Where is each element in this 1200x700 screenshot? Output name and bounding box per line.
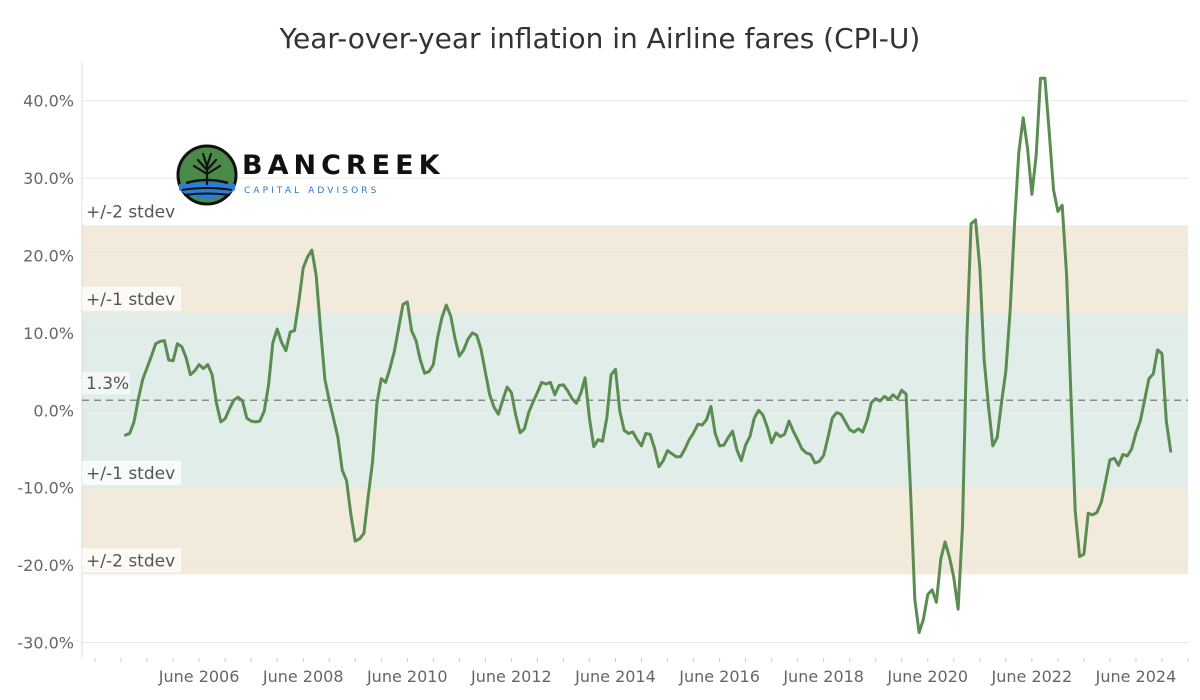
band-label-2-stdev-top: +/-2 stdev bbox=[86, 202, 175, 222]
band-label-1-stdev-top-bg bbox=[82, 286, 181, 311]
series-line bbox=[123, 76, 1173, 634]
band-label-1-stdev-bottom-bg bbox=[82, 460, 181, 485]
y-tick-label: -10.0% bbox=[17, 479, 74, 498]
tree-logo-icon bbox=[176, 144, 238, 206]
x-tick-label: June 2016 bbox=[678, 667, 760, 686]
y-tick-label: -30.0% bbox=[17, 634, 74, 653]
y-tick-label: 30.0% bbox=[23, 169, 74, 188]
x-tick-label: June 2020 bbox=[886, 667, 968, 686]
chart-title: Year-over-year inflation in Airline fare… bbox=[279, 22, 921, 55]
x-tick-label: June 2014 bbox=[574, 667, 656, 686]
x-tick-label: June 2012 bbox=[470, 667, 552, 686]
bancreek-logo: BANCREEK CAPITAL ADVISORS bbox=[176, 144, 440, 208]
logo-subtitle: CAPITAL ADVISORS bbox=[244, 186, 380, 196]
x-tick-label: June 2006 bbox=[158, 667, 240, 686]
y-tick-label: 40.0% bbox=[23, 92, 74, 111]
x-tick-label: June 2024 bbox=[1095, 667, 1177, 686]
band-label-2-stdev-bottom: +/-2 stdev bbox=[86, 551, 175, 571]
band-label-1-stdev-top: +/-1 stdev bbox=[86, 290, 175, 310]
y-tick-label: -20.0% bbox=[17, 556, 74, 575]
band-label-1-stdev-bottom: +/-1 stdev bbox=[86, 464, 175, 484]
x-tick-label: June 2022 bbox=[991, 667, 1073, 686]
y-tick-label: 0.0% bbox=[33, 401, 74, 420]
logo-name: BANCREEK bbox=[242, 150, 445, 181]
x-tick-label: June 2018 bbox=[782, 667, 864, 686]
y-tick-label: 10.0% bbox=[23, 324, 74, 343]
x-tick-label: June 2008 bbox=[262, 667, 344, 686]
x-tick-label: June 2010 bbox=[366, 667, 448, 686]
mean-label-bg bbox=[82, 372, 130, 395]
y-tick-label: 20.0% bbox=[23, 247, 74, 266]
band-label-2-stdev-top-bg bbox=[82, 199, 181, 224]
mean-label: 1.3% bbox=[86, 374, 129, 394]
band-label-2-stdev-bottom-bg bbox=[82, 548, 181, 573]
